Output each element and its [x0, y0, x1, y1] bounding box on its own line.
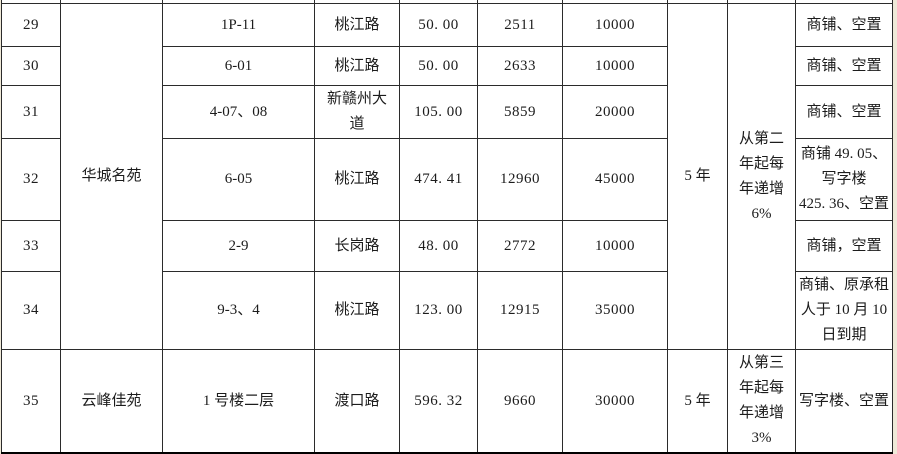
- rent-cell: 2633: [477, 46, 563, 86]
- rent-cell: 12960: [477, 138, 563, 221]
- row-number-cell: 32: [1, 138, 61, 221]
- table-row: 33 2-9 长岗路 48. 00 2772 10000 商铺，空置: [1, 220, 893, 272]
- area-cell: 474. 41: [399, 138, 478, 221]
- note-cell: 商铺、原承租 人于 10 月 10 日到期: [795, 271, 893, 350]
- escalation-cell: 从第二 年起每 年递增 6%: [727, 3, 796, 350]
- note-cell: 商铺、空置: [795, 85, 893, 139]
- area-cell: 105. 00: [399, 85, 478, 139]
- row-number-cell: 31: [1, 85, 61, 139]
- row-number-cell: 29: [1, 3, 61, 47]
- note-cell: 写字楼、空置: [795, 349, 893, 454]
- unit-cell: 9-3、4: [162, 271, 315, 350]
- table-row: 35 云峰佳苑 1 号楼二层 渡口路 596. 32 9660 30000 5 …: [1, 349, 893, 454]
- deposit-cell: 20000: [562, 85, 668, 139]
- table-row: 31 4-07、08 新赣州大 道 105. 00 5859 20000 商铺、…: [1, 85, 893, 139]
- road-cell: 桃江路: [314, 46, 400, 86]
- area-cell: 123. 00: [399, 271, 478, 350]
- area-cell: 50. 00: [399, 46, 478, 86]
- road-cell: 渡口路: [314, 349, 400, 454]
- area-cell: 50. 00: [399, 3, 478, 47]
- table-row: 34 9-3、4 桃江路 123. 00 12915 35000 商铺、原承租 …: [1, 271, 893, 350]
- row-number-cell: 34: [1, 271, 61, 350]
- unit-cell: 6-05: [162, 138, 315, 221]
- row-number-cell: 35: [1, 349, 61, 454]
- rent-cell: 5859: [477, 85, 563, 139]
- table-row: 29 华城名苑 1P-11 桃江路 50. 00 2511 10000 5 年 …: [1, 3, 893, 350]
- area-cell: 48. 00: [399, 220, 478, 272]
- rent-cell: 2511: [477, 3, 563, 47]
- road-cell: 桃江路: [314, 138, 400, 221]
- deposit-cell: 45000: [562, 138, 668, 221]
- term-cell: 5 年: [667, 3, 728, 350]
- unit-cell: 6-01: [162, 46, 315, 86]
- deposit-cell: 35000: [562, 271, 668, 350]
- road-cell: 桃江路: [314, 271, 400, 350]
- road-cell: 长岗路: [314, 220, 400, 272]
- note-cell: 商铺、空置: [795, 46, 893, 86]
- unit-cell: 1P-11: [162, 3, 315, 47]
- row-number-cell: 33: [1, 220, 61, 272]
- table-row: 32 6-05 桃江路 474. 41 12960 45000 商铺 49. 0…: [1, 138, 893, 221]
- unit-cell: 2-9: [162, 220, 315, 272]
- unit-cell: 4-07、08: [162, 85, 315, 139]
- escalation-cell: 从第三 年起每 年递增 3%: [727, 349, 796, 454]
- deposit-cell: 10000: [562, 3, 668, 47]
- note-cell: 商铺 49. 05、 写字楼 425. 36、空置: [795, 138, 893, 221]
- deposit-cell: 30000: [562, 349, 668, 454]
- area-cell: 596. 32: [399, 349, 478, 454]
- property-name-cell: 华城名苑: [60, 3, 163, 350]
- road-cell: 新赣州大 道: [314, 85, 400, 139]
- property-name-cell: 云峰佳苑: [60, 349, 163, 454]
- note-cell: 商铺、空置: [795, 3, 893, 47]
- term-cell: 5 年: [667, 349, 728, 454]
- rent-cell: 9660: [477, 349, 563, 454]
- rent-cell: 2772: [477, 220, 563, 272]
- table-row: 30 6-01 桃江路 50. 00 2633 10000 商铺、空置: [1, 46, 893, 86]
- deposit-cell: 10000: [562, 220, 668, 272]
- road-cell: 桃江路: [314, 3, 400, 47]
- deposit-cell: 10000: [562, 46, 668, 86]
- rent-cell: 12915: [477, 271, 563, 350]
- note-cell: 商铺，空置: [795, 220, 893, 272]
- row-number-cell: 30: [1, 46, 61, 86]
- unit-cell: 1 号楼二层: [162, 349, 315, 454]
